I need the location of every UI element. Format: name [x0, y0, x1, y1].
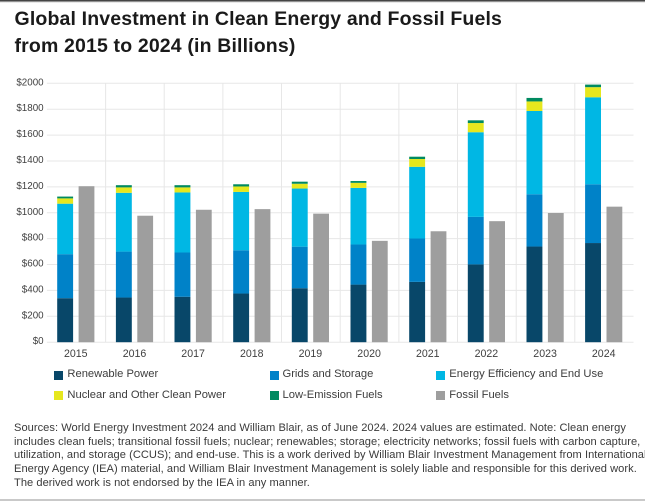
- svg-text:2019: 2019: [299, 348, 323, 360]
- svg-text:$1400: $1400: [16, 155, 44, 166]
- svg-text:$600: $600: [22, 259, 44, 270]
- svg-text:2020: 2020: [357, 348, 381, 360]
- svg-text:$800: $800: [22, 233, 44, 244]
- svg-text:$1600: $1600: [16, 129, 44, 140]
- svg-text:2022: 2022: [475, 348, 499, 360]
- svg-text:2023: 2023: [533, 348, 557, 360]
- svg-text:$400: $400: [22, 284, 44, 295]
- svg-text:2018: 2018: [240, 348, 264, 360]
- svg-text:$1200: $1200: [16, 181, 44, 192]
- svg-text:2016: 2016: [123, 348, 147, 360]
- svg-text:$2000: $2000: [16, 77, 44, 88]
- svg-text:$0: $0: [33, 336, 44, 347]
- svg-text:2015: 2015: [64, 348, 88, 360]
- svg-text:2021: 2021: [416, 348, 440, 360]
- svg-text:2017: 2017: [181, 348, 205, 360]
- svg-text:$1000: $1000: [16, 207, 44, 218]
- svg-text:$1800: $1800: [16, 103, 44, 114]
- svg-text:$200: $200: [22, 310, 44, 321]
- svg-text:2024: 2024: [592, 348, 616, 360]
